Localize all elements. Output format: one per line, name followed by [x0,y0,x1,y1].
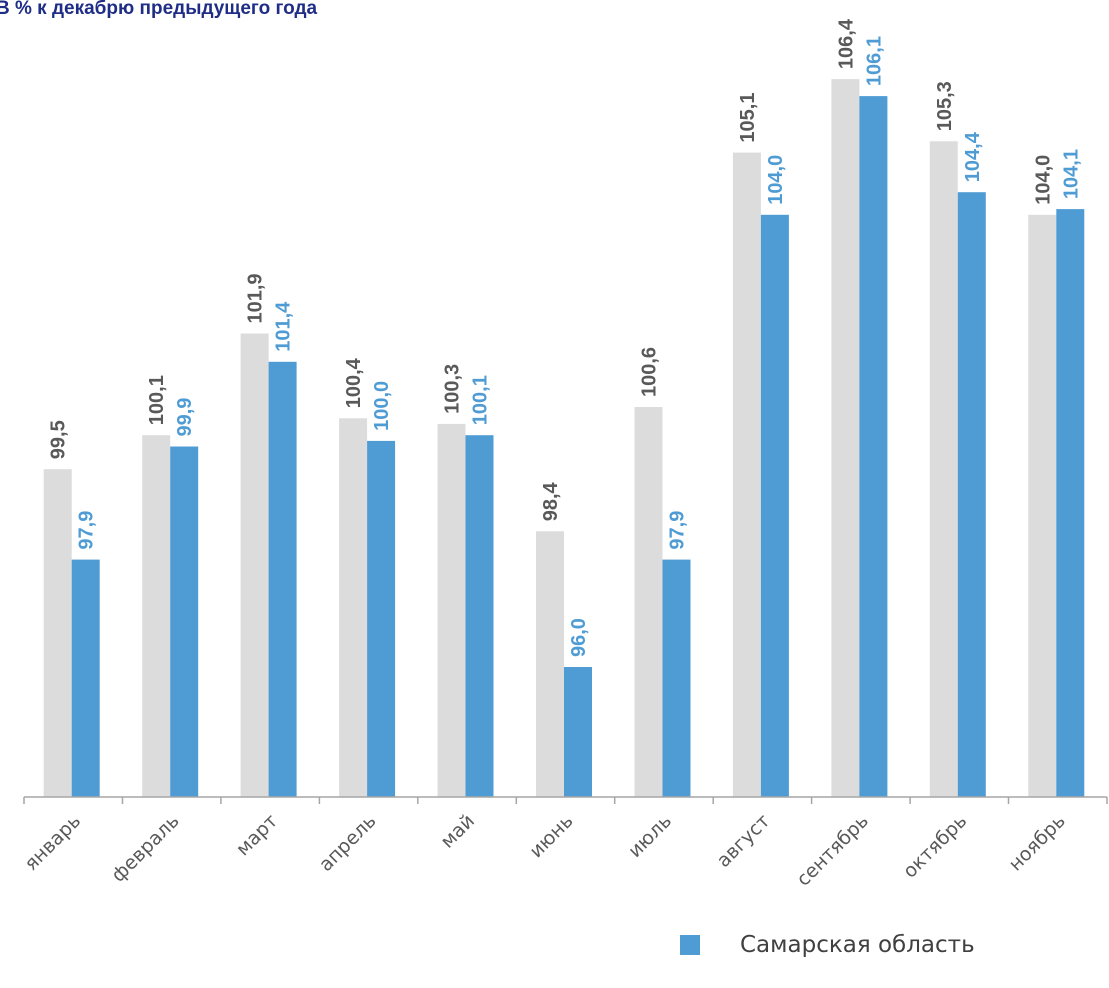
data-label: 100,0 [371,381,393,431]
bar [1056,209,1085,798]
legend-label-samara: Самарская область [740,932,975,958]
x-tick-label: сентябрь [792,810,873,891]
bar [367,440,396,797]
bar [634,407,663,797]
bar [957,192,986,797]
data-label: 105,3 [934,81,956,131]
x-tick-label: март [232,810,282,860]
data-label: 101,9 [245,273,267,323]
legend-swatch-samara [680,935,700,955]
data-label: 100,1 [470,375,492,425]
bar [831,79,860,798]
bar [142,435,171,797]
data-label: 106,1 [863,36,885,86]
data-label: 99,5 [48,420,70,459]
x-tick-label: ноябрь [1004,810,1069,875]
data-label: 105,1 [737,93,759,143]
data-label: 97,9 [667,511,689,550]
bar [662,559,691,797]
bar [43,469,72,797]
x-tick-label: май [436,810,479,853]
data-label: 99,9 [174,398,196,437]
chart-title: В % к декабрю предыдущего года [0,0,318,19]
bar [437,423,466,797]
data-label: 101,4 [273,301,295,352]
data-label: 100,6 [639,347,661,397]
bar [170,446,199,797]
x-tick-label: октябрь [899,810,972,883]
bar [564,667,592,797]
x-tick-label: август [712,810,774,872]
data-label: 96,0 [568,618,590,657]
bar [1028,214,1057,798]
x-tick-label: январь [20,810,85,875]
bar [71,559,100,797]
bar [929,141,958,798]
data-label: 100,4 [343,357,365,408]
data-label: 100,1 [146,375,168,425]
data-label: 100,3 [442,364,464,414]
bar [465,435,494,797]
x-tick-label: апрель [315,810,381,876]
legend: Самарская область [680,932,975,958]
data-label: 104,0 [765,155,787,205]
bar [240,333,269,797]
bar [536,531,564,797]
data-label: 104,0 [1032,155,1054,205]
x-tick-label: июнь [525,810,577,862]
data-label: 97,9 [76,511,98,550]
data-label: 104,1 [1060,149,1082,199]
data-label: 104,4 [962,131,984,182]
data-label: 98,4 [540,481,562,521]
bar [268,361,297,797]
x-tick-label: февраль [107,810,184,887]
bar [859,96,888,798]
bar [760,214,789,798]
bar [339,418,368,797]
data-label: 106,4 [835,18,857,69]
bar [732,152,761,798]
x-tick-label: июль [624,810,676,862]
